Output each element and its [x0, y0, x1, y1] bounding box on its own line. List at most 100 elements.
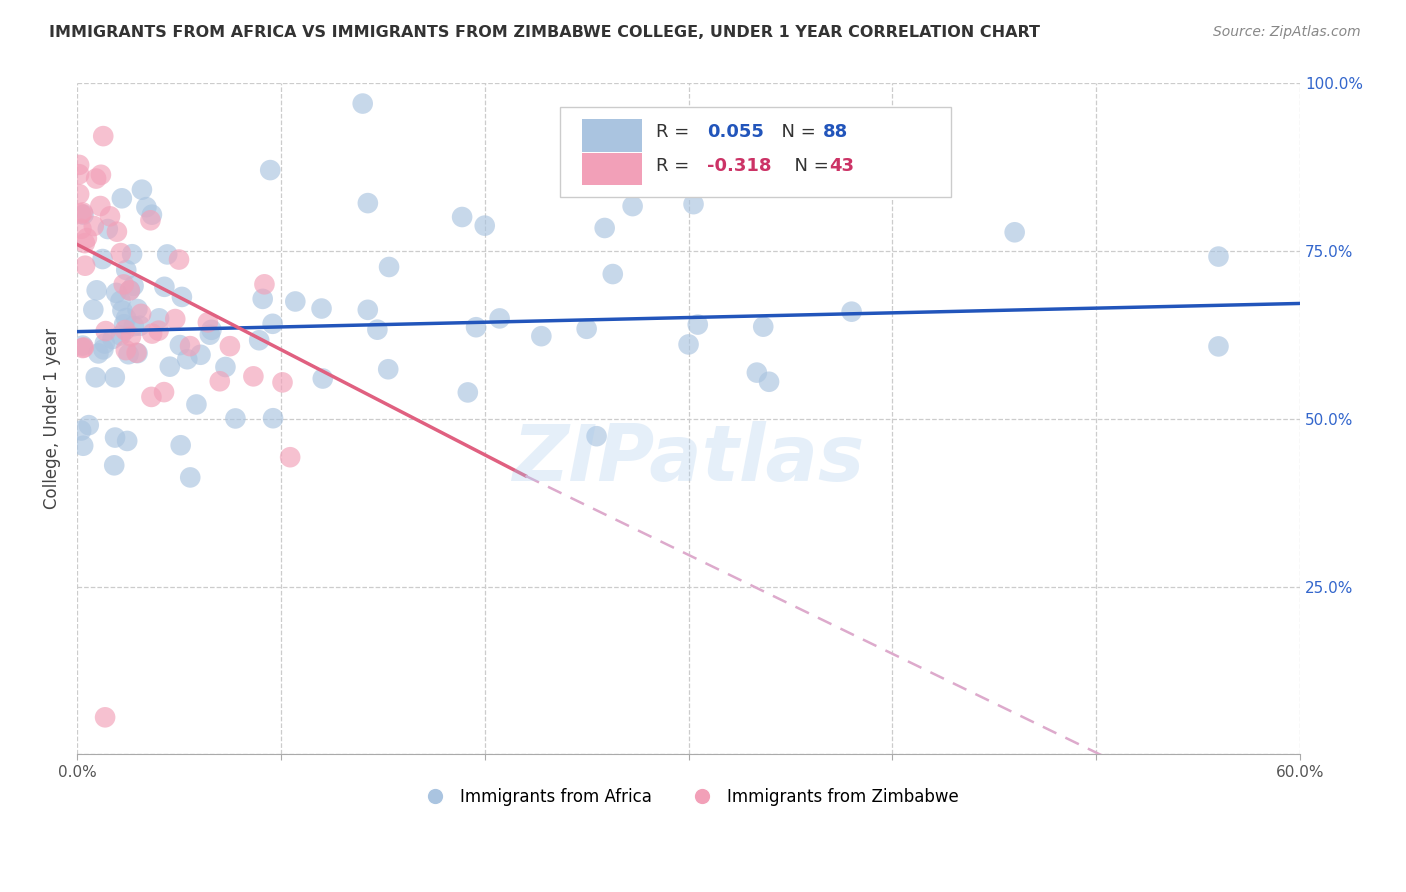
Point [110, 328, 132, 343]
Text: 43: 43 [830, 157, 855, 175]
Point [198, 327, 221, 342]
Point [127, 301, 149, 316]
Point [870, 170, 893, 185]
Point [159, 359, 181, 374]
FancyBboxPatch shape [560, 107, 952, 197]
Point [121, 247, 143, 261]
Point [153, 280, 176, 294]
Point [271, 376, 294, 390]
Point [190, 348, 212, 362]
Point [377, 362, 399, 376]
Point [752, 319, 775, 334]
Point [758, 375, 780, 389]
FancyBboxPatch shape [582, 119, 643, 152]
Point [104, 370, 127, 384]
Point [120, 329, 142, 343]
Point [129, 318, 152, 333]
Point [70, 207, 93, 221]
Point [1004, 225, 1026, 239]
Point [170, 290, 193, 304]
Point [118, 284, 141, 298]
Point [253, 277, 276, 292]
Point [67, 187, 90, 202]
Point [89, 199, 111, 213]
Point [76, 231, 98, 245]
Point [841, 304, 863, 318]
Point [169, 338, 191, 352]
Point [686, 318, 709, 332]
Point [593, 221, 616, 235]
Point [105, 225, 128, 239]
Point [87, 346, 110, 360]
Point [284, 294, 307, 309]
Point [179, 339, 201, 353]
Point [176, 352, 198, 367]
Point [678, 337, 700, 351]
Point [114, 343, 136, 358]
Point [745, 366, 768, 380]
Point [167, 252, 190, 267]
Point [366, 323, 388, 337]
Point [153, 385, 176, 400]
Point [104, 431, 127, 445]
Point [224, 411, 246, 425]
Point [262, 317, 284, 331]
Point [115, 263, 138, 277]
Point [135, 200, 157, 214]
Point [70, 424, 93, 438]
Point [70, 222, 93, 236]
Point [72, 338, 94, 352]
Point [170, 438, 193, 452]
Point [82, 302, 104, 317]
Point [247, 333, 270, 347]
Point [214, 359, 236, 374]
Point [621, 199, 644, 213]
Point [252, 292, 274, 306]
Point [72, 439, 94, 453]
Point [357, 302, 380, 317]
Point [73, 236, 96, 251]
Point [139, 213, 162, 227]
Point [105, 285, 128, 300]
Y-axis label: College, Under 1 year: College, Under 1 year [44, 328, 60, 509]
Point [72, 205, 94, 219]
Point [86, 283, 108, 297]
Text: 88: 88 [823, 123, 848, 142]
Point [259, 163, 281, 178]
Point [91, 129, 114, 144]
Point [127, 346, 149, 360]
Point [67, 158, 90, 172]
Point [94, 324, 117, 338]
Point [97, 222, 120, 236]
Point [77, 418, 100, 433]
Point [311, 301, 333, 316]
Point [114, 323, 136, 337]
Point [117, 347, 139, 361]
Text: ZIPatlas: ZIPatlas [512, 421, 865, 497]
Text: N =: N = [770, 123, 823, 142]
Point [352, 96, 374, 111]
Point [208, 374, 231, 388]
Point [67, 167, 90, 181]
Point [110, 293, 132, 308]
Point [110, 246, 132, 260]
Point [530, 329, 553, 343]
Point [98, 210, 121, 224]
Point [115, 434, 138, 448]
Point [72, 341, 94, 355]
Point [262, 411, 284, 425]
Point [242, 369, 264, 384]
Point [94, 710, 117, 724]
Point [156, 247, 179, 261]
Point [122, 278, 145, 293]
Point [141, 326, 163, 341]
Point [465, 320, 488, 334]
Point [111, 303, 134, 318]
Point [141, 390, 163, 404]
Point [94, 336, 117, 351]
Point [112, 318, 135, 332]
Point [73, 341, 96, 355]
Point [125, 345, 148, 359]
Point [93, 343, 115, 357]
Point [1208, 339, 1230, 353]
